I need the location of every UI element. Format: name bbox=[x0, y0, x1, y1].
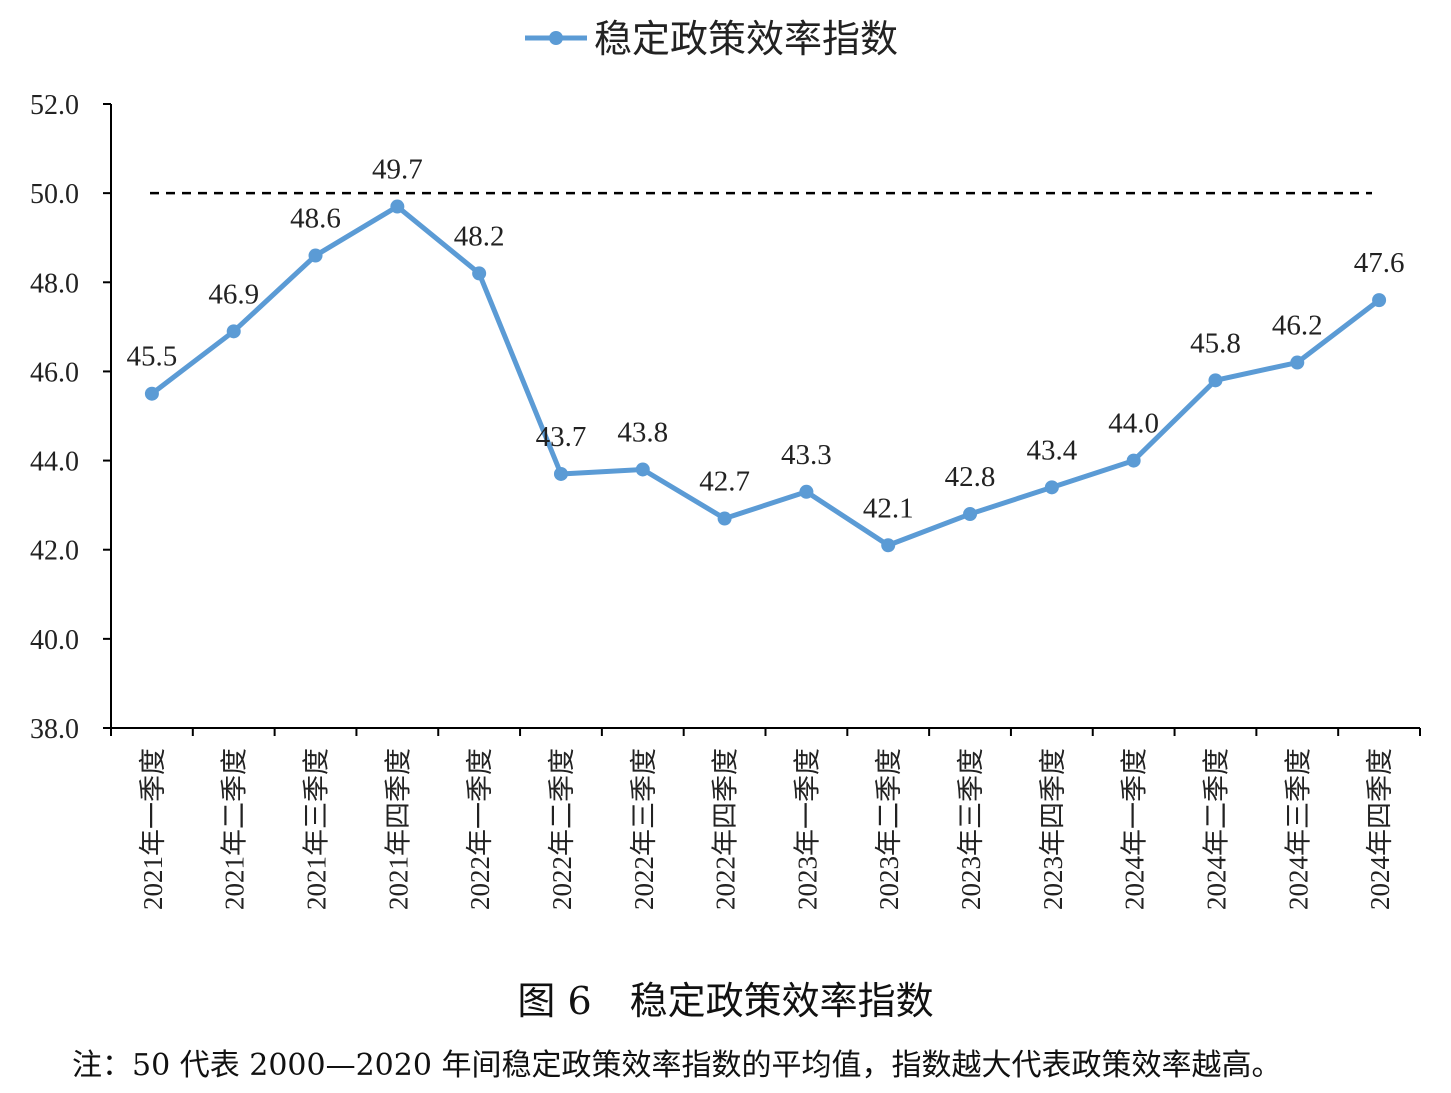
x-tick-label: 2022年四季度 bbox=[711, 748, 741, 910]
y-tick-label: 50.0 bbox=[30, 179, 79, 210]
line-chart: 38.0 40.0 42.0 44.0 46.0 48.0 50.0 52.0 2021年一季度… bbox=[30, 19, 1421, 910]
data-label: 46.2 bbox=[1272, 310, 1323, 342]
x-tick-label: 2024年二季度 bbox=[1201, 748, 1231, 910]
y-tick-label: 38.0 bbox=[30, 714, 79, 745]
data-label: 44.0 bbox=[1108, 408, 1159, 440]
y-tick-label: 46.0 bbox=[30, 357, 79, 388]
x-tick-label: 2023年一季度 bbox=[792, 748, 822, 910]
data-point bbox=[472, 266, 487, 281]
figure-caption: 图 6 稳定政策效率指数 bbox=[517, 979, 934, 1023]
legend-marker bbox=[549, 31, 563, 45]
x-tick-label: 2022年二季度 bbox=[547, 748, 577, 910]
x-tick-label: 2021年一季度 bbox=[138, 748, 168, 910]
data-point bbox=[390, 199, 405, 214]
x-tick-label: 2021年三季度 bbox=[302, 748, 332, 910]
y-tick-label: 52.0 bbox=[30, 90, 79, 121]
data-point bbox=[144, 386, 159, 401]
data-point bbox=[1208, 373, 1223, 388]
data-point bbox=[553, 466, 568, 481]
data-point bbox=[635, 462, 650, 477]
data-label: 43.4 bbox=[1026, 434, 1077, 466]
y-tick-label: 40.0 bbox=[30, 625, 79, 656]
data-label: 45.5 bbox=[127, 341, 178, 373]
data-label: 42.1 bbox=[863, 492, 914, 524]
x-tick-label: 2024年四季度 bbox=[1365, 748, 1395, 910]
series-line bbox=[150, 204, 1381, 548]
data-point bbox=[1372, 293, 1387, 308]
x-tick-label: 2021年二季度 bbox=[220, 748, 250, 910]
data-label: 49.7 bbox=[372, 154, 423, 186]
y-tick-label: 48.0 bbox=[30, 268, 79, 299]
data-label: 45.8 bbox=[1190, 327, 1241, 359]
data-label: 42.7 bbox=[699, 466, 750, 498]
legend-label: 稳定政策效率指数 bbox=[594, 19, 898, 61]
y-tick-label: 44.0 bbox=[30, 447, 79, 478]
data-label: 48.6 bbox=[290, 203, 341, 235]
data-label: 43.3 bbox=[781, 439, 832, 471]
data-point bbox=[308, 248, 323, 263]
data-label: 46.9 bbox=[208, 278, 259, 310]
x-tick-label: 2022年一季度 bbox=[465, 748, 495, 910]
data-point bbox=[963, 507, 978, 522]
data-label: 43.7 bbox=[536, 421, 587, 453]
data-label: 43.8 bbox=[617, 416, 668, 448]
data-point bbox=[1290, 355, 1305, 370]
figure-note: 注：50 代表 2000—2020 年间稳定政策效率指数的平均值，指数越大代表政… bbox=[72, 1048, 1282, 1083]
data-point bbox=[1126, 453, 1141, 468]
x-tick-label: 2023年四季度 bbox=[1038, 748, 1068, 910]
x-tick-label: 2023年三季度 bbox=[956, 748, 986, 910]
x-tick-label: 2024年一季度 bbox=[1120, 748, 1150, 910]
data-point bbox=[717, 511, 732, 526]
data-label: 48.2 bbox=[454, 220, 505, 252]
data-point bbox=[226, 324, 241, 339]
x-tick-label: 2023年二季度 bbox=[874, 748, 904, 910]
data-point bbox=[799, 484, 814, 499]
y-tick-label: 42.0 bbox=[30, 536, 79, 567]
data-label: 47.6 bbox=[1354, 247, 1405, 279]
x-tick-label: 2024年三季度 bbox=[1283, 748, 1313, 910]
data-point bbox=[881, 538, 896, 553]
x-tick-label: 2021年四季度 bbox=[383, 748, 413, 910]
data-point bbox=[1044, 480, 1059, 495]
data-label: 42.8 bbox=[945, 461, 996, 493]
x-tick-label: 2022年三季度 bbox=[629, 748, 659, 910]
